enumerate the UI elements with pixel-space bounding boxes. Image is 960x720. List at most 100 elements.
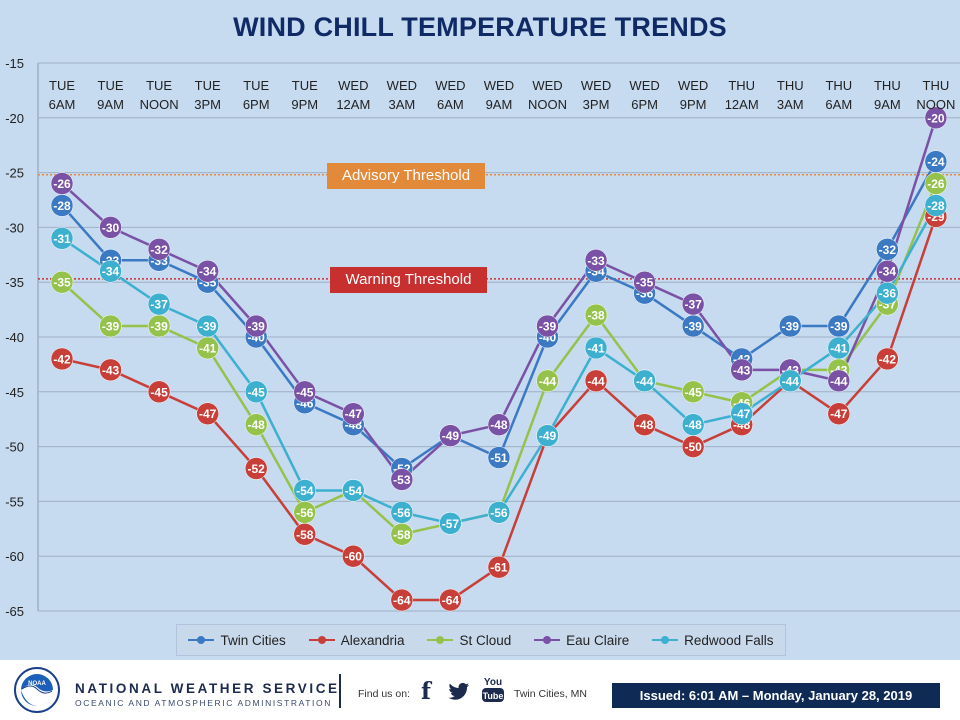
data-label: -47 <box>733 407 751 421</box>
data-point <box>439 512 462 535</box>
nws-name: NATIONAL WEATHER SERVICE <box>75 681 340 696</box>
data-point <box>633 413 656 436</box>
data-point <box>196 314 219 338</box>
x-tick-label-day: WED <box>387 78 417 93</box>
data-label: -39 <box>684 320 702 334</box>
x-tick-label-day: THU <box>728 78 755 93</box>
data-point <box>50 347 74 371</box>
data-point <box>342 544 365 568</box>
footer-bar: NOAA NATIONAL WEATHER SERVICE OCEANIC AN… <box>0 660 960 720</box>
x-tick-label-day: WED <box>581 78 611 93</box>
data-label: -43 <box>733 363 751 377</box>
series-line <box>61 204 937 525</box>
facebook-icon[interactable]: f <box>421 678 431 705</box>
data-label: -39 <box>150 320 168 334</box>
advisory-threshold-label: Advisory Threshold <box>327 163 485 189</box>
data-label: -52 <box>248 462 266 476</box>
data-label: -44 <box>830 374 848 388</box>
x-tick-label-time: NOON <box>528 97 567 112</box>
data-label: -45 <box>248 385 266 399</box>
data-label: -60 <box>345 550 363 564</box>
noaa-logo-icon: NOAA <box>14 667 60 713</box>
data-point <box>584 369 608 393</box>
data-point <box>439 588 462 612</box>
chart-area: -28-33-33-35-40-46-48-52-49-51-40-34-36-… <box>0 0 960 660</box>
y-tick-label: -35 <box>5 275 24 290</box>
data-label: -26 <box>53 177 71 191</box>
data-point <box>827 336 851 360</box>
series-line <box>61 216 938 602</box>
data-label: -47 <box>199 407 217 421</box>
data-point <box>681 413 705 436</box>
data-label: -35 <box>636 276 654 290</box>
twitter-icon[interactable] <box>448 682 470 702</box>
y-tick-label: -45 <box>5 385 24 400</box>
data-point <box>487 555 511 579</box>
data-point <box>390 588 414 612</box>
x-tick-label-time: NOON <box>140 97 179 112</box>
data-point <box>779 369 802 393</box>
data-point <box>584 249 608 272</box>
x-tick-label-time: 9AM <box>874 97 901 112</box>
data-point <box>487 413 511 436</box>
data-label: -43 <box>102 363 120 377</box>
nws-subtitle: OCEANIC AND ATMOSPHERIC ADMINISTRATION <box>75 698 332 708</box>
data-label: -32 <box>150 243 168 257</box>
data-label: -45 <box>684 385 702 399</box>
data-label: -44 <box>539 374 557 388</box>
x-tick-label-day: WED <box>532 78 562 93</box>
data-label: -37 <box>150 298 168 312</box>
data-label: -51 <box>490 451 508 465</box>
data-label: -54 <box>345 484 363 498</box>
location-label: Twin Cities, MN <box>514 688 587 700</box>
data-label: -39 <box>782 320 800 334</box>
data-point <box>390 468 414 491</box>
data-point <box>487 446 511 469</box>
data-label: -39 <box>248 320 266 334</box>
data-label: -39 <box>102 320 120 334</box>
data-label: -56 <box>490 506 508 520</box>
data-label: -36 <box>879 287 897 301</box>
data-point <box>147 238 171 261</box>
y-tick-label: -50 <box>5 440 24 455</box>
data-point <box>244 413 268 436</box>
data-point <box>536 424 559 447</box>
x-tick-label-time: 6AM <box>437 97 464 112</box>
data-point <box>342 402 365 425</box>
legend-swatch <box>652 635 679 645</box>
data-label: -48 <box>684 418 702 432</box>
data-point <box>584 336 608 360</box>
data-label: -30 <box>102 221 120 235</box>
data-point <box>584 303 608 327</box>
chart-title: WIND CHILL TEMPERATURE TRENDS <box>233 12 727 42</box>
data-label: -57 <box>442 517 460 531</box>
footer-divider <box>339 674 341 708</box>
x-tick-label-time: 6AM <box>49 97 76 112</box>
legend-item-twin-cities: Twin Cities <box>188 632 286 648</box>
x-tick-label-time: 9AM <box>486 97 513 112</box>
legend-item-st-cloud: St Cloud <box>427 633 511 648</box>
legend-swatch <box>188 635 215 645</box>
data-point <box>244 457 268 480</box>
data-label: -56 <box>296 506 314 520</box>
x-tick-label-day: WED <box>435 78 465 93</box>
data-label: -54 <box>296 484 314 498</box>
youtube-icon[interactable]: You Tube <box>482 674 504 706</box>
data-label: -45 <box>150 385 168 399</box>
x-tick-label-time: 3AM <box>388 97 415 112</box>
data-label: -34 <box>199 265 217 279</box>
legend-label: Eau Claire <box>566 632 630 648</box>
data-label: -44 <box>636 374 654 388</box>
legend-label: St Cloud <box>459 632 512 648</box>
data-label: -56 <box>393 506 411 520</box>
data-point <box>293 479 316 502</box>
data-label: -44 <box>782 374 800 388</box>
data-label: -44 <box>587 374 605 388</box>
legend-label: Twin Cities <box>220 632 286 648</box>
issued-banner: Issued: 6:01 AM – Monday, January 28, 20… <box>612 683 940 708</box>
data-label: -41 <box>830 341 848 355</box>
x-tick-label-time: 6PM <box>631 97 658 112</box>
x-tick-label-day: TUE <box>98 78 124 93</box>
x-tick-label-time: 6PM <box>243 97 270 112</box>
data-point <box>293 380 316 404</box>
